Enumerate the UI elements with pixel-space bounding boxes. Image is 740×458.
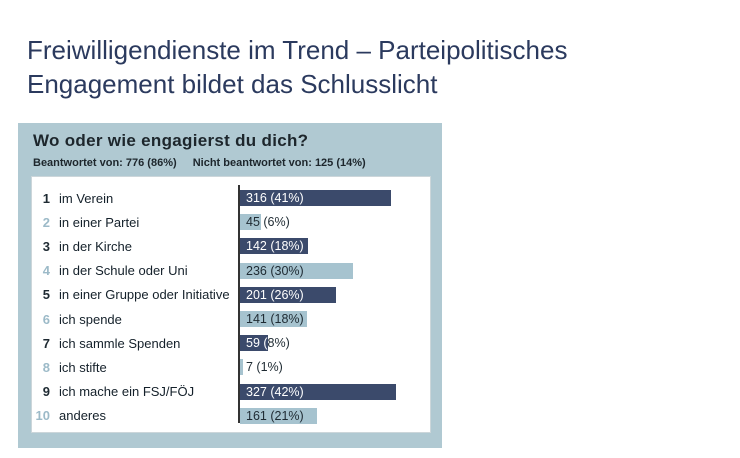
bar: 45 (6%) — [240, 214, 261, 231]
row-label: in der Kirche — [59, 238, 132, 254]
chart-rows: 1 im Verein 316 (41%)316 (41%) 2 in einer Pa… — [32, 186, 430, 428]
bar-value: 316 (41%) — [246, 190, 304, 205]
row-number: 5 — [42, 287, 50, 303]
chart-row: 4 in der Schule oder Uni 236 (30%)236 (30%… — [32, 259, 430, 283]
chart-row: 10 anderes 161 (21%)161 (21%) — [32, 404, 430, 428]
page-title-line1: Freiwilligendienste im Trend – Parteipol… — [27, 35, 568, 66]
bar-area: 236 (30%)236 (30%) — [240, 262, 426, 279]
chart-row: 3 in der Kirche 142 (18%)142 (18%) — [32, 234, 430, 258]
survey-chart-box: Wo oder wie engagierst du dich? Beantwor… — [18, 123, 442, 448]
row-number: 8 — [42, 359, 50, 375]
chart-axis-line — [238, 185, 240, 423]
bar-area: 141 (18%)141 (18%) — [240, 311, 426, 328]
bar-value: 142 (18%) — [246, 239, 304, 254]
row-label: ich spende — [59, 311, 122, 327]
chart-row: 6 ich spende 141 (18%)141 (18%) — [32, 307, 430, 331]
bar-value: 161 (21%) — [246, 408, 304, 423]
chart-row: 7 ich sammle Spenden 59 (8%)59 (8%) — [32, 331, 430, 355]
row-number: 2 — [42, 214, 50, 230]
bar: 316 (41%) — [240, 190, 391, 207]
not-answered-count: Nicht beantwortet von: 125 (14%) — [192, 157, 366, 169]
bar: 327 (42%) — [240, 383, 396, 400]
bar-area: 59 (8%)59 (8%) — [240, 335, 426, 352]
row-label: in der Schule oder Uni — [59, 263, 188, 279]
chart-row: 8 ich stifte 7 (1%)7 (1%) — [32, 355, 430, 379]
chart-row: 1 im Verein 316 (41%)316 (41%) — [32, 186, 430, 210]
row-number: 4 — [42, 263, 50, 279]
row-number: 3 — [42, 238, 50, 254]
bar-value-overflow: 7 (1%) — [246, 360, 283, 375]
bar-value: 327 (42%) — [246, 384, 304, 399]
bar: 236 (30%) — [240, 262, 353, 279]
bar: 7 (1%) — [240, 359, 243, 376]
row-label: in einer Gruppe oder Initiative — [59, 287, 230, 303]
page-title-line2: Engagement bildet das Schlusslicht — [27, 69, 438, 100]
row-number: 1 — [42, 190, 50, 206]
bar-value: 201 (26%) — [246, 287, 304, 302]
page-title: Freiwilligendienste im Trend – Parteipol… — [27, 33, 687, 101]
row-number: 10 — [35, 408, 50, 424]
row-label: im Verein — [59, 190, 114, 206]
row-number: 7 — [42, 335, 50, 351]
bar-value: 45 (6%) — [246, 215, 261, 230]
bar: 59 (8%) — [240, 335, 268, 352]
bar-value: 59 (8%) — [246, 335, 268, 350]
row-label: ich mache ein FSJ/FÖJ — [59, 384, 195, 400]
row-label: ich sammle Spenden — [59, 335, 181, 351]
bar-area: 142 (18%)142 (18%) — [240, 238, 426, 255]
chart-panel: 1 im Verein 316 (41%)316 (41%) 2 in einer Pa… — [31, 176, 431, 433]
bar-area: 161 (21%)161 (21%) — [240, 407, 426, 424]
bar: 161 (21%) — [240, 407, 317, 424]
bar-area: 201 (26%)201 (26%) — [240, 286, 426, 303]
row-label: ich stifte — [59, 359, 107, 375]
chart-row: 2 in einer Partei 45 (6%)45 (6%) — [32, 210, 430, 234]
bar: 142 (18%) — [240, 238, 308, 255]
row-number: 9 — [42, 384, 50, 400]
survey-response-stats: Beantwortet von: 776 (86%) Nicht beantwo… — [33, 157, 366, 169]
row-number: 6 — [42, 311, 50, 327]
bar-area: 7 (1%)7 (1%) — [240, 359, 426, 376]
answered-count: Beantwortet von: 776 (86%) — [33, 157, 177, 169]
chart-row: 5 in einer Gruppe oder Initiative 201 (26%… — [32, 283, 430, 307]
bar-value: 236 (30%) — [246, 263, 304, 278]
survey-question: Wo oder wie engagierst du dich? — [33, 131, 309, 150]
bar: 141 (18%) — [240, 311, 307, 328]
bar-area: 45 (6%)45 (6%) — [240, 214, 426, 231]
row-label: in einer Partei — [59, 214, 140, 230]
row-label: anderes — [59, 408, 106, 424]
chart-row: 9 ich mache ein FSJ/FÖJ 327 (42%)327 (42%) — [32, 380, 430, 404]
bar-area: 316 (41%)316 (41%) — [240, 190, 426, 207]
bar-area: 327 (42%)327 (42%) — [240, 383, 426, 400]
bar-value: 141 (18%) — [246, 311, 304, 326]
bar: 201 (26%) — [240, 286, 336, 303]
